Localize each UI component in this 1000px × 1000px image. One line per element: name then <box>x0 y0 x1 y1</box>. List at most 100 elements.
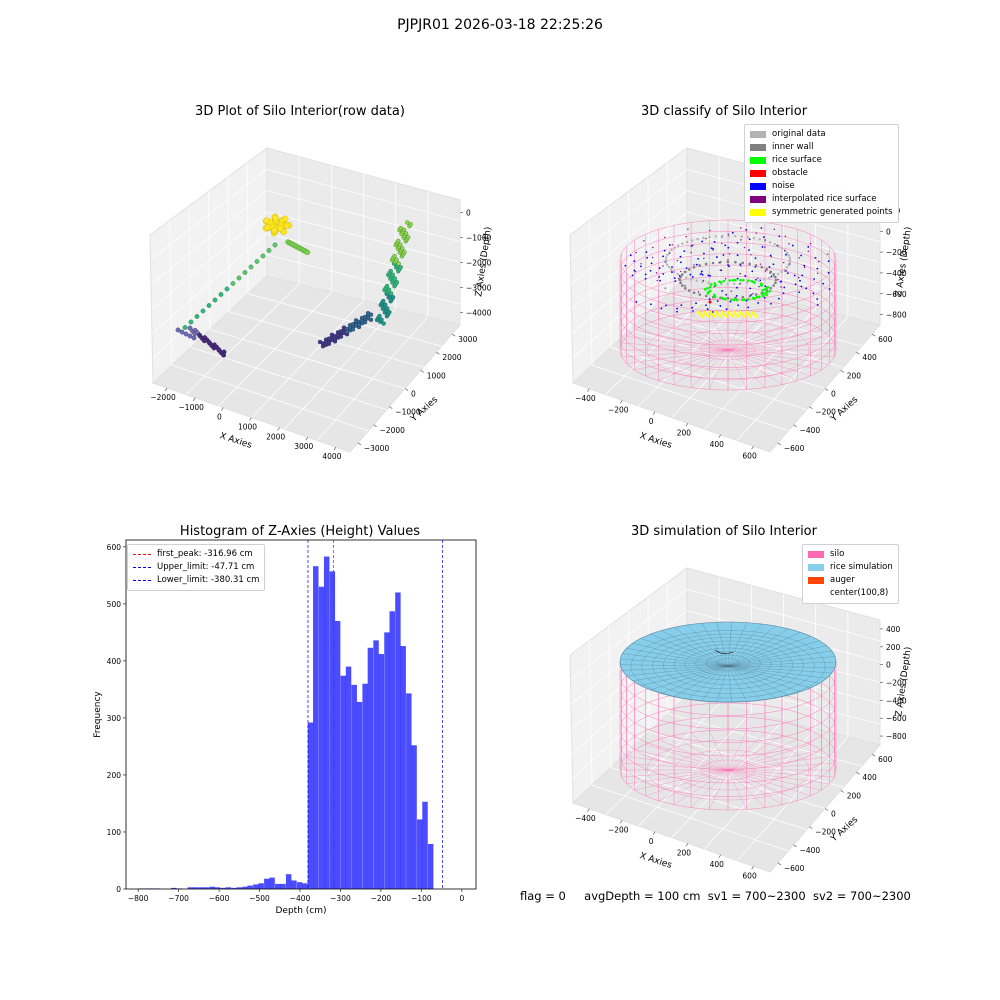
surface-mesh-spoke <box>727 628 789 667</box>
rice-surface-point <box>753 281 756 284</box>
histogram-bar <box>225 887 232 889</box>
noise-point <box>679 255 682 258</box>
histogram-bar <box>345 666 352 889</box>
point-marker <box>197 332 203 338</box>
point-marker <box>272 242 278 248</box>
noise-point <box>768 266 771 268</box>
noise-point <box>827 271 830 274</box>
surface-mesh-spoke <box>620 664 729 667</box>
point-marker <box>338 334 344 339</box>
z-tick-label: −1000 <box>466 234 492 243</box>
inner-wall-point <box>769 286 773 290</box>
rice-surface-point <box>763 288 767 291</box>
point-marker <box>398 225 403 231</box>
noise-point <box>692 310 694 312</box>
noise-point <box>785 253 787 256</box>
original-point <box>696 237 699 241</box>
interpolated-point <box>785 270 788 272</box>
noise-point <box>707 274 710 277</box>
rice-surface-point <box>718 280 721 284</box>
surface-mesh-spoke <box>632 665 729 681</box>
y-tick-label: 0 <box>411 390 416 399</box>
rice-surface-point <box>739 278 742 282</box>
noise-point <box>748 249 750 251</box>
histogram-bar <box>247 885 253 889</box>
interpolated-point <box>750 254 752 256</box>
z-tick-label: 200 <box>886 643 901 652</box>
simulation-legend: silo rice simulation auger center(100,8) <box>802 544 899 604</box>
noise-point <box>827 260 830 263</box>
original-point <box>777 244 780 248</box>
point-marker <box>224 286 230 292</box>
inner-wall-point <box>748 262 751 266</box>
noise-point <box>624 264 627 267</box>
y-tick-label: 2000 <box>442 353 461 362</box>
original-point <box>702 236 705 240</box>
original-point <box>685 276 688 279</box>
interpolated-point <box>758 286 760 288</box>
inner-wall-point <box>679 275 682 279</box>
original-point <box>666 263 669 267</box>
surface-mesh-spoke <box>727 665 732 702</box>
point-marker <box>368 312 374 317</box>
noise-point <box>680 304 683 307</box>
legend-item: symmetric generated points <box>750 206 893 219</box>
legend-item: noise <box>750 180 893 193</box>
grid-line <box>150 190 461 285</box>
interpolated-point <box>693 264 695 266</box>
point-marker <box>405 220 410 225</box>
histogram-bar <box>269 877 275 889</box>
noise-point <box>770 275 773 278</box>
figure-title: PJPJR01 2026-03-18 22:25:26 <box>397 17 603 33</box>
inner-wall-point <box>711 261 715 265</box>
y-tick-label: 100 <box>107 828 122 837</box>
noise-point <box>673 277 676 280</box>
rice-surface-point <box>760 284 763 287</box>
y-tick <box>856 771 860 775</box>
legend-swatch <box>750 170 766 177</box>
y-tick-label: 500 <box>107 600 122 609</box>
noise-point <box>816 267 819 270</box>
legend-swatch <box>808 564 824 571</box>
surface-mesh-spoke <box>727 665 835 668</box>
surface-mesh-spoke <box>727 665 832 674</box>
surface-mesh-spoke <box>716 665 729 702</box>
legend-swatch <box>750 209 766 216</box>
point-marker <box>183 331 189 337</box>
histogram-bar <box>296 882 303 889</box>
histogram-bar <box>214 887 221 889</box>
interpolated-point <box>827 253 829 255</box>
legend-label: rice surface <box>772 155 822 165</box>
x-tick <box>221 407 224 411</box>
legend-label: Upper_limit: -47.71 cm <box>157 562 255 572</box>
x-tick <box>620 400 623 404</box>
histogram-bar <box>187 887 194 889</box>
noise-point <box>744 275 747 277</box>
z-axis-label: Z Axies (Depth) <box>894 226 914 297</box>
surface-mesh-spoke <box>716 622 729 667</box>
noise-point <box>782 292 785 294</box>
grid-line <box>570 190 881 285</box>
y-tick <box>373 424 377 428</box>
noise-point <box>747 306 750 309</box>
histogram-bar <box>203 887 210 889</box>
surface-mesh-spoke <box>727 665 811 688</box>
noise-point <box>691 306 694 309</box>
noise-point <box>745 299 748 302</box>
interpolated-point <box>759 263 762 265</box>
noise-point <box>779 280 782 283</box>
interpolated-point <box>798 257 800 259</box>
interpolated-point <box>671 244 673 246</box>
x-tick-label: 0 <box>649 417 654 426</box>
noise-point <box>822 282 825 285</box>
x-axis-label: X Axies <box>638 431 673 451</box>
legend-label: interpolated rice surface <box>772 194 877 204</box>
interpolated-point <box>655 272 658 274</box>
x-tick-label: −100 <box>411 894 432 903</box>
rice-surface-point <box>735 298 739 302</box>
noise-point <box>691 276 694 278</box>
original-point <box>695 279 698 282</box>
interpolated-point <box>784 235 787 238</box>
interpolated-point <box>687 228 689 230</box>
original-point <box>788 258 792 262</box>
